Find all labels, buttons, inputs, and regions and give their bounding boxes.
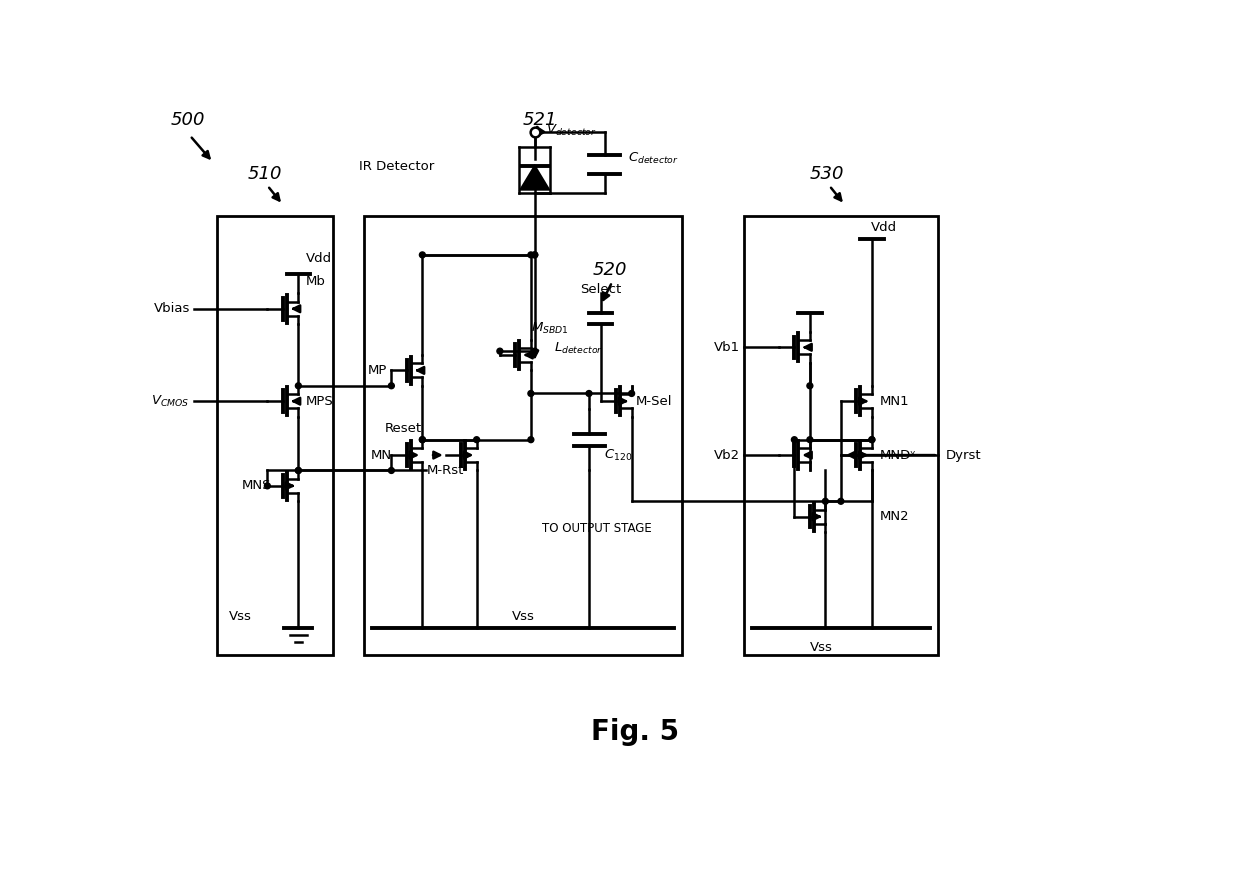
Circle shape (388, 467, 394, 474)
Text: MP: MP (368, 364, 387, 377)
Circle shape (388, 383, 394, 389)
Circle shape (528, 391, 534, 396)
Text: MN2: MN2 (879, 510, 909, 524)
Text: $V_{detector}$: $V_{detector}$ (547, 122, 598, 137)
Text: Vdd: Vdd (306, 252, 332, 265)
Text: M-Sel: M-Sel (635, 394, 672, 408)
Circle shape (807, 437, 813, 442)
Text: $V_{CMOS}$: $V_{CMOS}$ (151, 393, 190, 409)
Polygon shape (521, 166, 549, 189)
Text: $C_{120}$: $C_{120}$ (605, 448, 632, 463)
Text: 530: 530 (810, 165, 844, 183)
Circle shape (822, 499, 828, 504)
Text: IR Detector: IR Detector (358, 160, 434, 173)
Circle shape (474, 437, 480, 442)
Text: 510: 510 (248, 165, 283, 183)
Circle shape (419, 437, 425, 442)
Text: $L_{detector}$: $L_{detector}$ (554, 342, 603, 357)
Circle shape (295, 467, 301, 474)
Text: M-Rst: M-Rst (427, 464, 464, 477)
Text: $M_{SBD1}$: $M_{SBD1}$ (531, 320, 569, 335)
Text: MN1: MN1 (879, 394, 909, 408)
Text: Mb: Mb (306, 276, 326, 288)
Circle shape (869, 437, 875, 442)
Bar (365, 217, 682, 656)
Circle shape (497, 348, 503, 354)
Circle shape (532, 252, 538, 258)
Circle shape (528, 437, 534, 442)
Circle shape (838, 499, 843, 504)
Circle shape (587, 391, 591, 396)
Circle shape (629, 391, 635, 396)
Text: $C_{detector}$: $C_{detector}$ (627, 151, 678, 166)
Circle shape (869, 437, 875, 442)
Text: Vb2: Vb2 (714, 449, 740, 461)
Text: MN: MN (371, 449, 392, 461)
Text: Vdd: Vdd (870, 221, 897, 235)
Bar (217, 217, 334, 656)
Text: 521: 521 (523, 112, 558, 129)
Text: MPS: MPS (306, 394, 334, 408)
Text: Vss: Vss (511, 610, 534, 624)
Text: 520: 520 (593, 261, 627, 279)
Circle shape (295, 467, 301, 474)
Text: Vbias: Vbias (154, 302, 190, 315)
Bar (744, 217, 937, 656)
Text: Vss: Vss (228, 610, 252, 624)
Circle shape (528, 252, 534, 258)
Circle shape (532, 348, 538, 354)
Circle shape (791, 437, 797, 442)
Circle shape (264, 483, 270, 489)
Circle shape (419, 252, 425, 258)
Text: Dyrst: Dyrst (945, 449, 981, 461)
Text: Select: Select (580, 283, 621, 296)
Text: MNDʸ: MNDʸ (879, 449, 916, 461)
Circle shape (295, 383, 301, 389)
Text: Fig. 5: Fig. 5 (591, 718, 680, 747)
Circle shape (807, 383, 813, 389)
Circle shape (532, 252, 538, 258)
Text: 500: 500 (171, 112, 205, 129)
Text: Reset: Reset (386, 422, 423, 434)
Text: TO OUTPUT STAGE: TO OUTPUT STAGE (543, 522, 652, 534)
Circle shape (419, 437, 425, 442)
Text: Vb1: Vb1 (714, 341, 740, 354)
Text: MNS: MNS (242, 479, 272, 492)
Text: Vss: Vss (810, 641, 833, 654)
